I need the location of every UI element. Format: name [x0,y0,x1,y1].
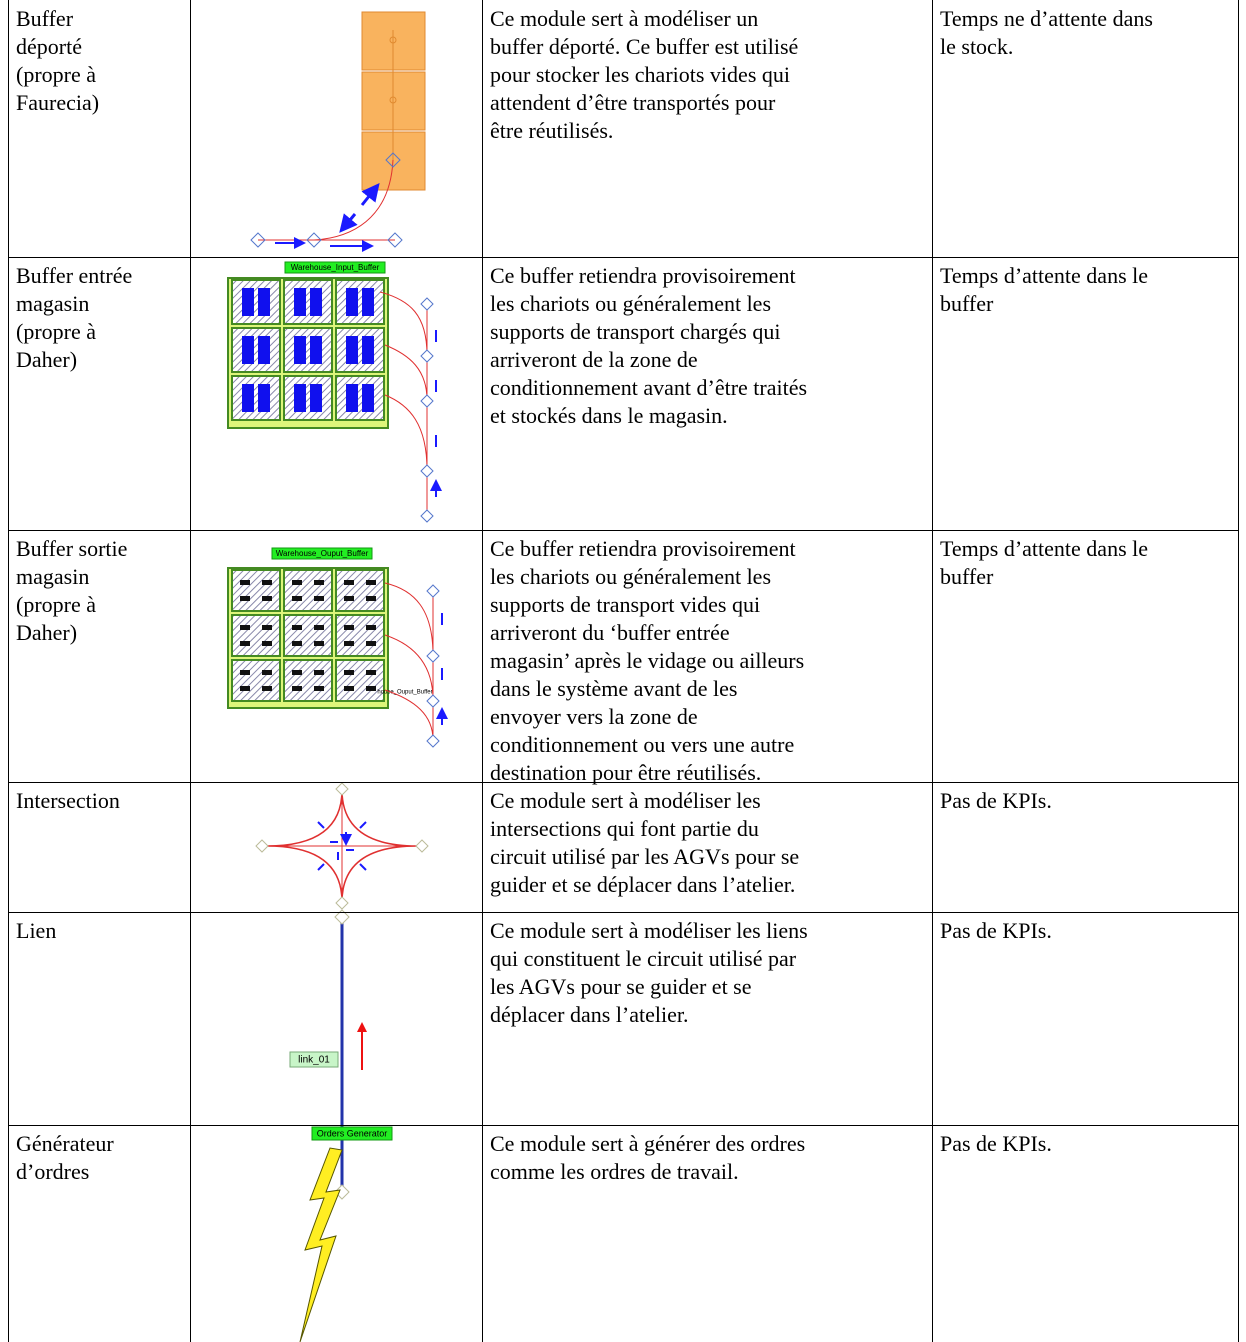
output-buffer-icon: Warehouse_Ouput_Buffer house_Ouput_Buffe… [227,547,442,748]
remote-buffer-icon [250,11,426,252]
cell-text: magasin [16,564,90,589]
cell-text: les chariots ou généralement les [490,564,772,589]
cell-text: et stockés dans le magasin. [490,403,728,428]
cell-text: d’ordres [16,1159,90,1184]
cell-text: Buffer sortie [16,536,128,561]
cell-text: Daher) [16,620,78,645]
cell-text: être réutilisés. [490,118,614,143]
cell-text: supports de transport vides qui [490,592,761,617]
cell-text: Lien [16,918,57,943]
cell-text: Intersection [16,788,120,813]
cell-text: Temps d’attente dans le [940,263,1149,288]
cell-text: dans le système avant de les [490,676,738,701]
cell-text: Faurecia) [16,90,100,115]
cell-text: Ce buffer retiendra provisoirement [490,263,796,288]
input-buffer-icon: Warehouse_Input_Buffer [227,261,436,523]
cell-text: Ce buffer retiendra provisoirement [490,536,796,561]
cell-text: arriveront du ‘buffer entrée [490,620,730,645]
cell-text: Temps d’attente dans le [940,536,1149,561]
cell-text: Temps ne d’attente dans [940,6,1153,31]
cell-text: déplacer dans l’atelier. [490,1002,689,1027]
intersection-icon [255,782,429,910]
cell-text: supports de transport chargés qui [490,319,781,344]
cell-text: Daher) [16,347,78,372]
image-label: Warehouse_Input_Buffer [291,263,380,272]
cell-text: (propre à [16,62,97,87]
cell-text: qui constituent le circuit utilisé par [490,946,797,971]
cell-text: Générateur [16,1131,114,1156]
cell-text: attendent d’être transportés pour [490,90,776,115]
image-label: Orders Generator [317,1128,388,1138]
cell-text: Buffer [16,6,74,31]
row-border [8,1125,1239,1126]
cell-text: pour stocker les chariots vides qui [490,62,790,87]
cell-text: déporté [16,34,82,59]
column-border [932,0,933,1342]
cell-text: Pas de KPIs. [940,788,1052,813]
cell-text: le stock. [940,34,1014,59]
cell-text: Pas de KPIs. [940,918,1052,943]
cell-text: Buffer entrée [16,263,133,288]
cell-text: magasin [16,291,90,316]
cell-text: arriveront de la zone de [490,347,698,372]
column-border [1238,0,1239,1342]
row-border [8,530,1239,531]
cell-text: (propre à [16,319,97,344]
cell-text: comme les ordres de travail. [490,1159,739,1184]
cell-text: Ce module sert à modéliser un [490,6,759,31]
cell-text: les chariots ou généralement les [490,291,772,316]
image-label: link_01 [298,1055,330,1066]
row-border [8,912,1239,913]
cell-text: envoyer vers la zone de [490,704,698,729]
cell-text: Ce module sert à modéliser les liens [490,918,808,943]
column-border [8,0,9,1342]
cell-text: conditionnement avant d’être traités [490,375,808,400]
cell-text: intersections qui font partie du [490,816,759,841]
orders-generator-icon: Orders Generator [299,1126,393,1342]
cell-text: Ce module sert à générer des ordres [490,1131,806,1156]
column-border [482,0,483,1342]
cell-text: buffer déporté. Ce buffer est utilisé [490,34,799,59]
cell-text: les AGVs pour se guider et se [490,974,752,999]
cell-text: Pas de KPIs. [940,1131,1052,1156]
column-border [190,0,191,1342]
cell-text: (propre à [16,592,97,617]
cell-text: magasin’ après le vidage ou ailleurs [490,648,805,673]
cell-text: buffer [940,564,994,589]
image-label: Warehouse_Ouput_Buffer [276,549,369,558]
link-icon: link_01 [289,909,367,1200]
row-border [8,257,1239,258]
cell-text: guider et se déplacer dans l’atelier. [490,872,796,897]
cell-text: destination pour être réutilisés. [490,760,762,785]
cell-text: conditionnement ou vers une autre [490,732,795,757]
row-border [8,782,1239,783]
image-sublabel: house_Ouput_Buffer [377,690,432,696]
cell-text: buffer [940,291,994,316]
cell-text: circuit utilisé par les AGVs pour se [490,844,800,869]
cell-text: Ce module sert à modéliser les [490,788,761,813]
